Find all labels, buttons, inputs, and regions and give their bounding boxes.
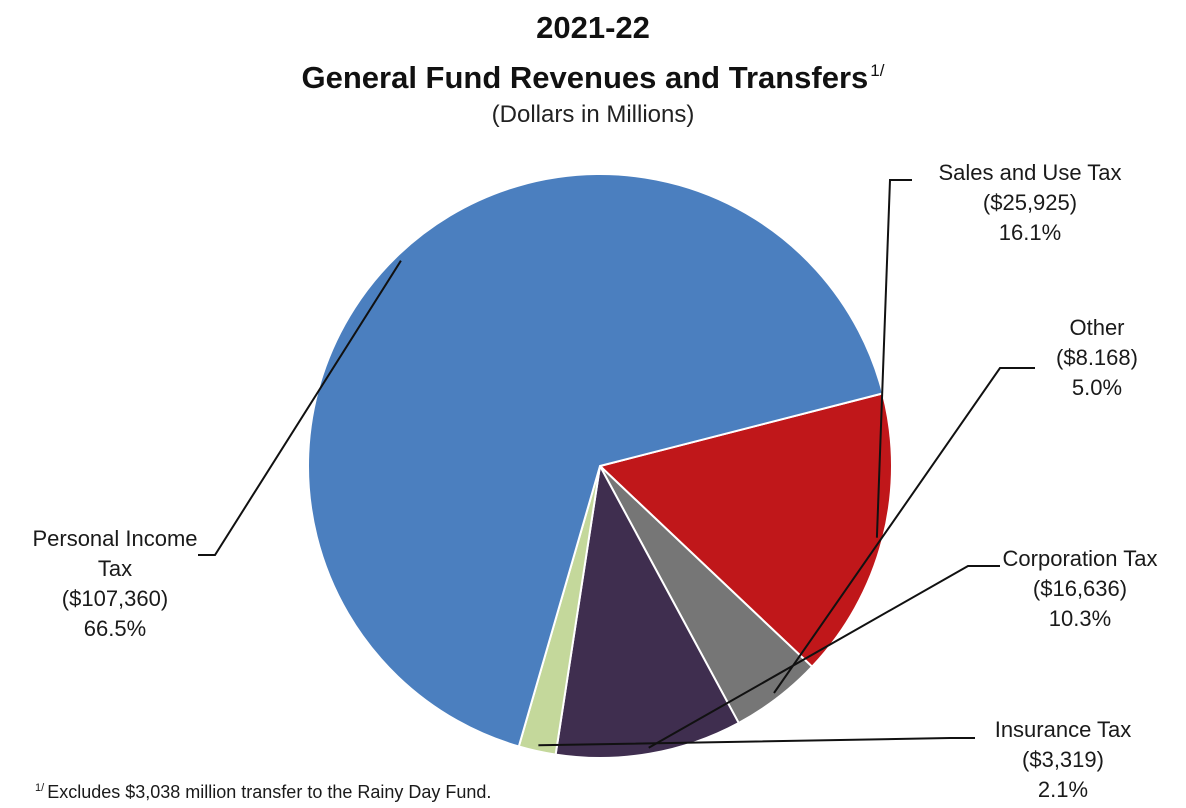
slice-label-name: Tax <box>98 556 132 581</box>
slice-label: Corporation Tax ($16,636) 10.3% <box>1003 546 1158 631</box>
slice-label: Other ($8.168) 5.0% <box>1056 315 1138 400</box>
leader-line <box>198 260 402 556</box>
chart-title-line2: General Fund Revenues and Transfers 1/ <box>0 49 1186 99</box>
pie-slices <box>307 173 893 759</box>
slice-label-amount: ($3,319) <box>1022 747 1104 772</box>
slice-label-percent: 5.0% <box>1072 375 1122 400</box>
slice-label-percent: 16.1% <box>999 220 1061 245</box>
footnote-text: Excludes $3,038 million transfer to the … <box>47 782 492 802</box>
slice-label-percent: 66.5% <box>84 616 146 641</box>
leader-line <box>773 367 1035 694</box>
pie-slice-personal-income-tax <box>307 173 885 748</box>
slice-label-name: Sales and Use Tax <box>938 160 1121 185</box>
slice-label: Insurance Tax ($3,319) 2.1% <box>995 717 1132 802</box>
leader-lines <box>198 179 1035 749</box>
slice-label-amount: ($25,925) <box>983 190 1077 215</box>
slice-label-name: Insurance Tax <box>995 717 1132 742</box>
footnote: 1/Excludes $3,038 million transfer to th… <box>35 782 491 803</box>
chart-subtitle: (Dollars in Millions) <box>491 101 695 128</box>
slice-label-amount: ($107,360) <box>62 586 168 611</box>
slice-label-percent: 2.1% <box>1038 777 1088 802</box>
slice-labels: Sales and Use Tax ($25,925) 16.1% Other ($8.… <box>32 160 1157 802</box>
slice-label: Sales and Use Tax ($25,925) 16.1% <box>938 160 1121 245</box>
chart-title: 2021-22 <box>0 6 1186 49</box>
footnote-marker: 1/ <box>35 782 45 794</box>
slice-label-name: Other <box>1069 315 1124 340</box>
slice-label-amount: ($8.168) <box>1056 345 1138 370</box>
leader-line <box>538 737 975 747</box>
chart-title-text: General Fund Revenues and Transfers <box>301 60 869 95</box>
leader-line <box>648 565 1000 749</box>
slice-label-amount: ($16,636) <box>1033 576 1127 601</box>
slice-label-name: Personal Income <box>32 526 197 551</box>
title-footnote-marker: 1/ <box>870 61 885 80</box>
slice-label: Personal Income Tax ($107,360) 66.5% <box>32 526 197 641</box>
leader-line <box>875 179 912 538</box>
chart-title-year: 2021-22 <box>536 10 650 45</box>
slice-label-name: Corporation Tax <box>1003 546 1158 571</box>
slice-label-percent: 10.3% <box>1049 606 1111 631</box>
chart-title-block: 2021-22 General Fund Revenues and Transf… <box>0 6 1186 131</box>
pie-slice-corporation-tax <box>554 462 741 759</box>
